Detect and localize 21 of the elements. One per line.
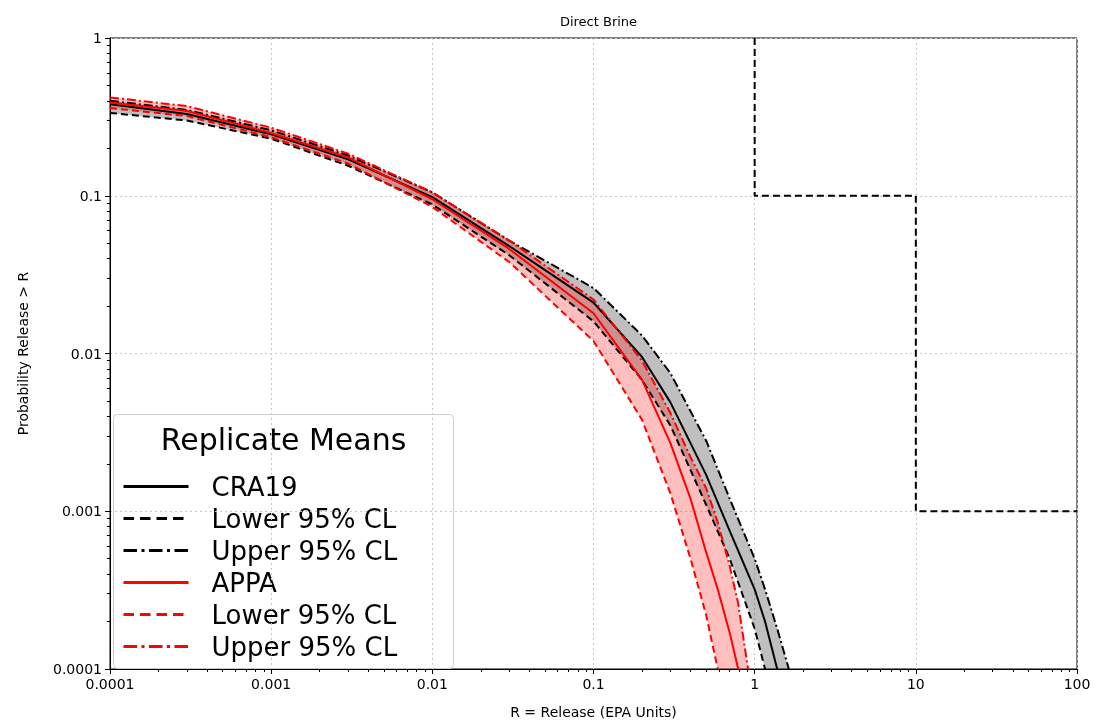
legend-title: Replicate Means — [160, 422, 407, 457]
legend-label: Lower 95% CL — [211, 599, 397, 630]
y-tick-label: 1 — [93, 30, 102, 46]
legend-label: APPA — [211, 567, 277, 598]
x-tick-label: 0.01 — [416, 676, 448, 692]
x-axis-title: R = Release (EPA Units) — [510, 704, 677, 720]
legend-label: Upper 95% CL — [211, 535, 398, 566]
legend-label: CRA19 — [211, 471, 298, 502]
chart-title: Direct Brine — [559, 14, 638, 29]
y-tick-label: 0.1 — [79, 187, 102, 204]
y-tick-label: 0.0001 — [53, 661, 102, 677]
y-tick-label: 0.01 — [70, 345, 102, 362]
legend-label: Upper 95% CL — [211, 631, 398, 662]
x-tick-label: 100 — [1063, 676, 1091, 692]
x-tick-label: 0.001 — [251, 676, 292, 692]
x-tick-label: 1 — [750, 676, 760, 692]
x-tick-label: 10 — [906, 676, 925, 692]
x-tick-label: 0.1 — [582, 676, 605, 692]
legend-label: Lower 95% CL — [211, 503, 397, 534]
y-axis-title: Probability Release > R — [15, 271, 31, 436]
y-tick-label: 0.001 — [61, 503, 102, 520]
